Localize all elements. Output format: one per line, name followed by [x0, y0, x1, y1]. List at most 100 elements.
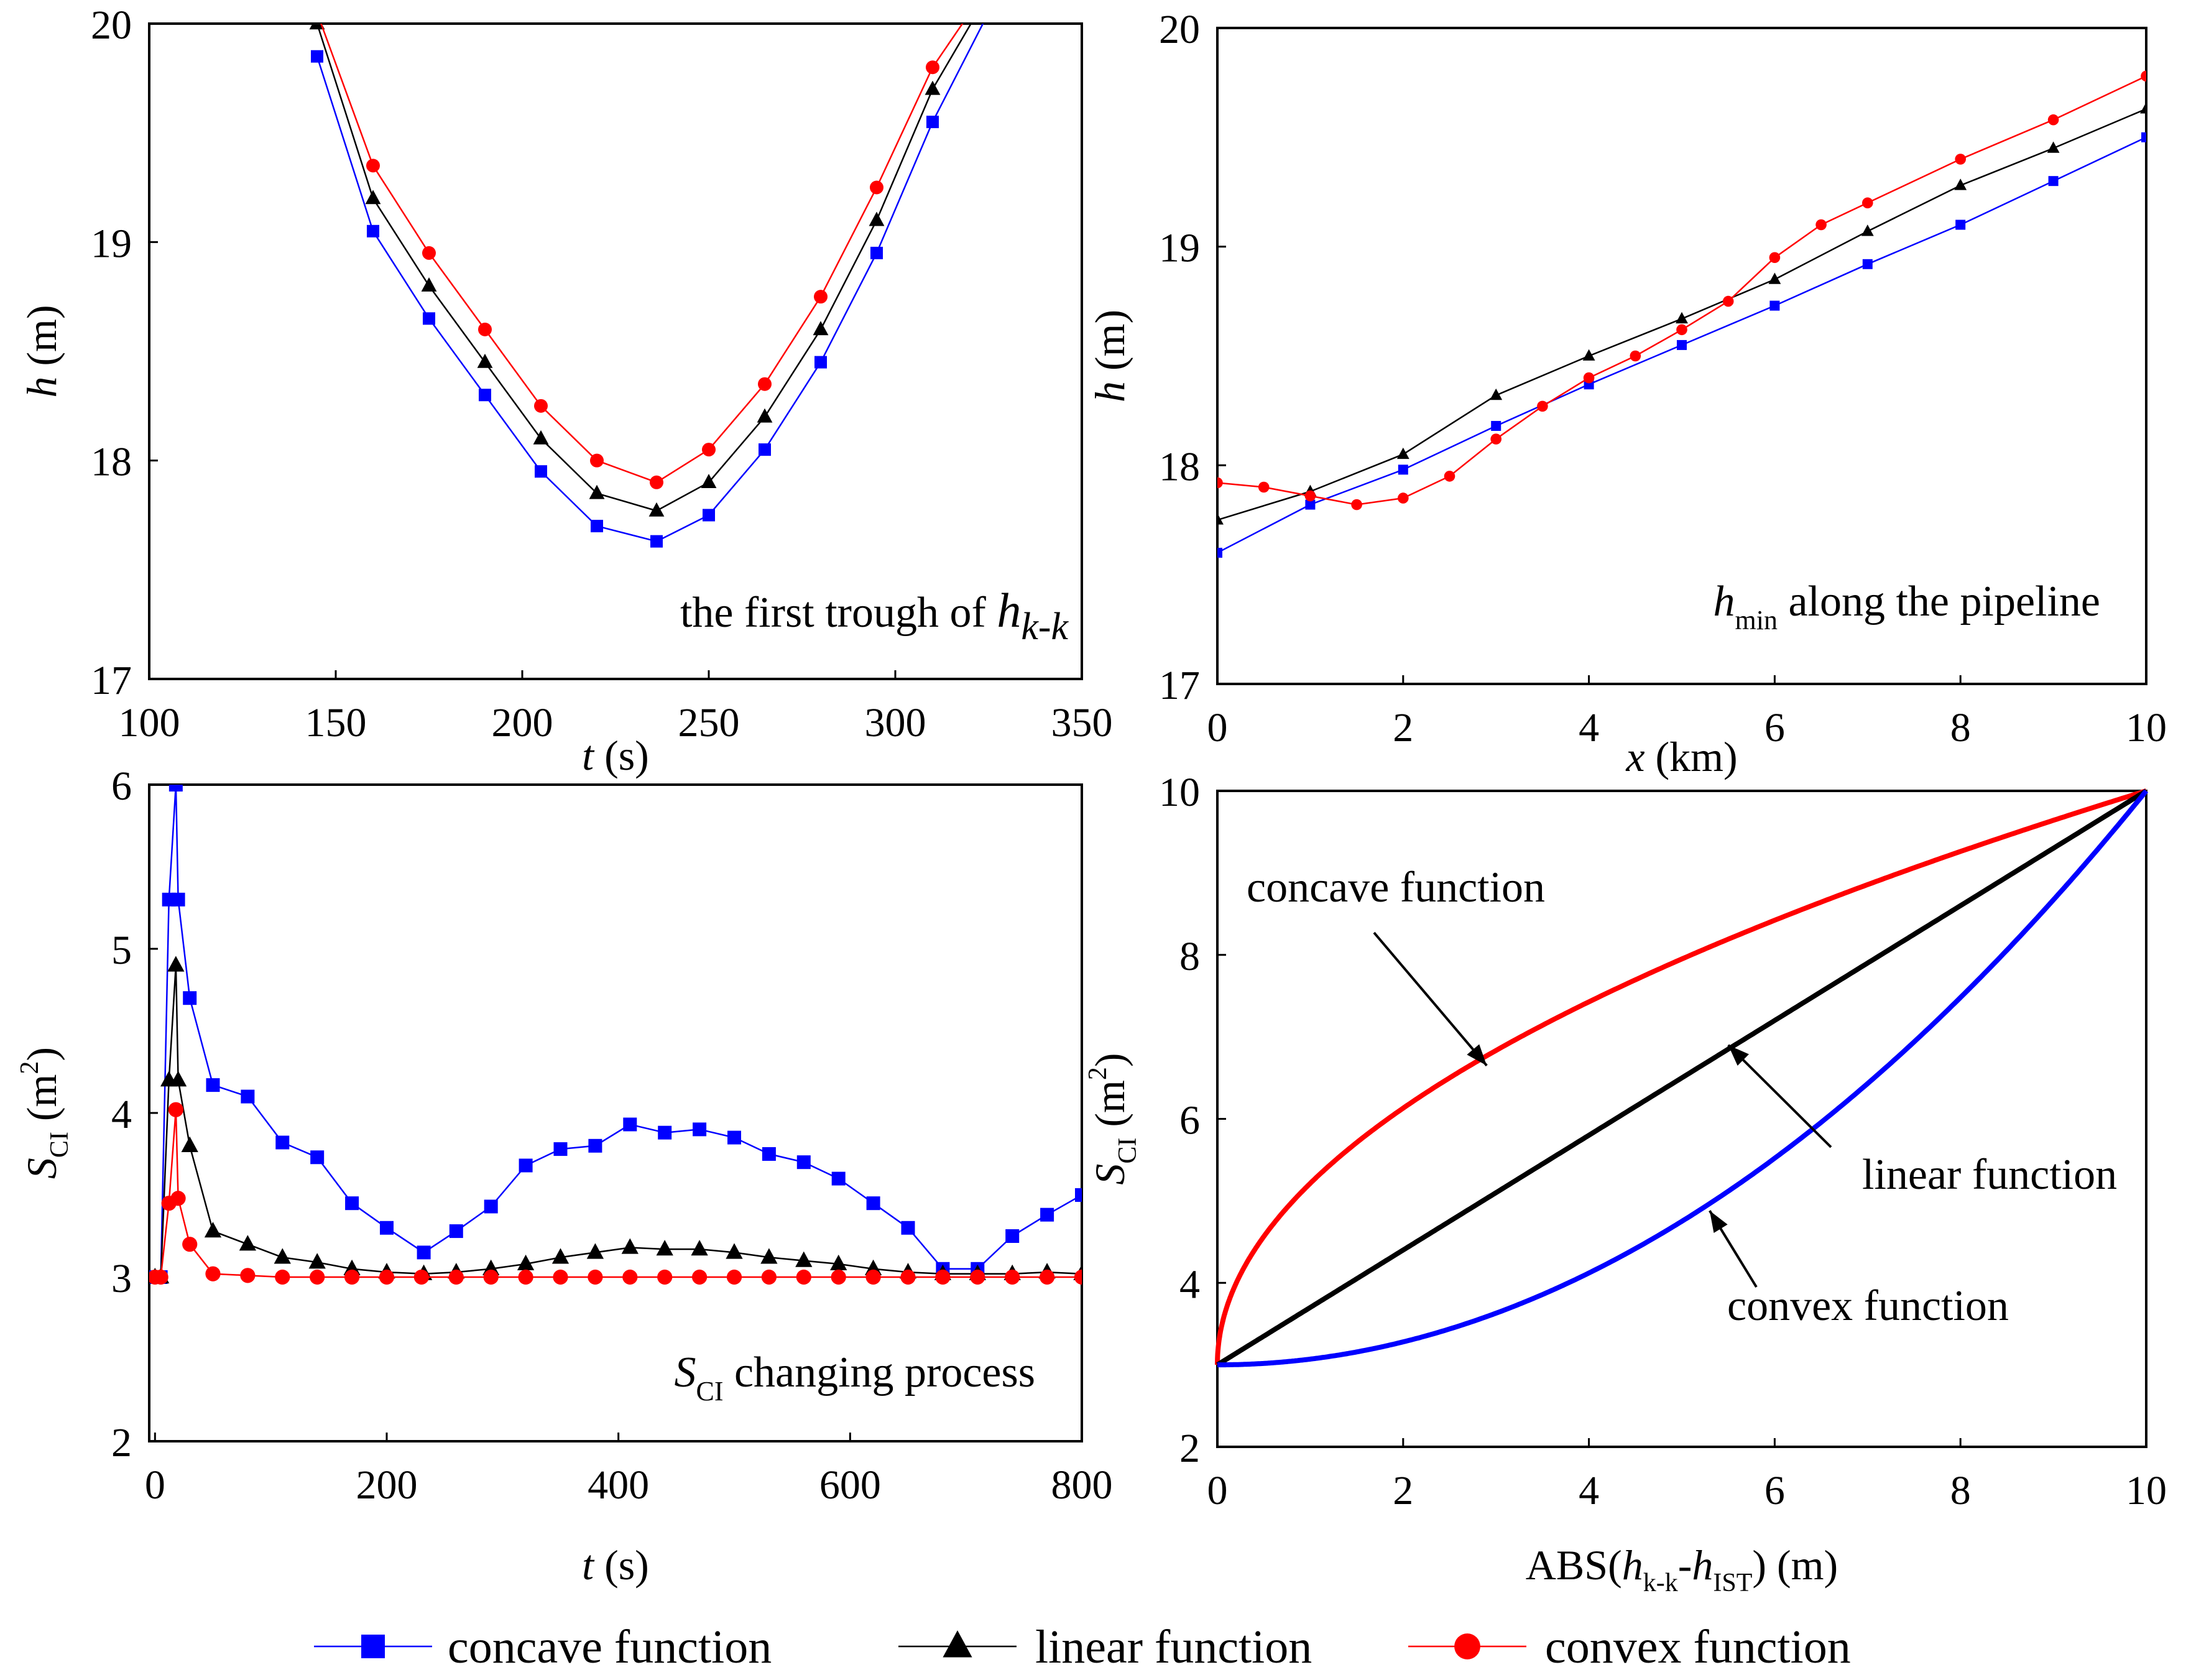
y-tick-label: 20 [1159, 7, 1200, 52]
y-tick-label: 2 [111, 1420, 132, 1465]
data-point [693, 1122, 707, 1137]
data-point [519, 1158, 533, 1173]
data-point [691, 1240, 708, 1256]
series-concave-function [1217, 132, 2146, 558]
plot-frame [148, 783, 1083, 1442]
data-point [1583, 372, 1595, 384]
series-line [155, 964, 1082, 1278]
data-point [310, 1269, 325, 1285]
x-axis-label: t (s) [582, 1541, 649, 1589]
data-point [650, 475, 663, 489]
data-point [1861, 224, 1874, 236]
data-point [1398, 464, 1408, 475]
data-point [477, 353, 493, 368]
x-axis-label: x (km) [1625, 733, 1737, 780]
data-point [2048, 176, 2059, 187]
data-point [275, 1135, 290, 1150]
annotation-arrowhead [1467, 1044, 1487, 1066]
x-tick-label: 10 [2126, 705, 2167, 750]
data-point [814, 356, 827, 369]
series-line [155, 785, 1082, 1278]
y-tick-label: 4 [111, 1092, 132, 1137]
data-point [796, 1155, 811, 1170]
y-tick-label: 17 [1159, 663, 1200, 708]
data-point [963, 6, 977, 19]
data-point [153, 1269, 168, 1285]
data-point [205, 1266, 221, 1281]
data-point [241, 1089, 255, 1104]
data-point [1217, 513, 1224, 525]
data-point [830, 1254, 847, 1271]
series-line [1217, 75, 2146, 505]
y-tick-label: 17 [91, 658, 132, 703]
y-tick-label: 8 [1179, 934, 1200, 979]
x-tick-label: 8 [1950, 705, 1971, 750]
data-point [422, 246, 436, 260]
data-point [586, 1243, 604, 1259]
data-point [757, 408, 773, 423]
x-tick-label: 200 [492, 700, 553, 745]
data-point [423, 312, 435, 325]
y-tick-label: 18 [1159, 444, 1200, 489]
data-point [2140, 102, 2146, 114]
data-point [1217, 477, 1223, 489]
data-point [870, 246, 883, 259]
data-point [831, 1171, 846, 1186]
data-point [171, 892, 185, 907]
data-point [703, 509, 715, 522]
x-axis-label: ABS(hk-k-hIST) (m) [1526, 1541, 1838, 1597]
data-point [657, 1269, 673, 1285]
y-axis-label: h (m) [1086, 310, 1133, 402]
data-point [1398, 492, 1409, 504]
function-annotation: linear function [1862, 1151, 2117, 1199]
panel-annotation: hmin along the pipeline [1714, 578, 2100, 635]
series-convex-function [320, 6, 977, 489]
x-tick-label: 200 [356, 1462, 417, 1508]
function-annotation: concave function [1247, 864, 1545, 912]
data-point [589, 484, 605, 499]
series-concave-function [311, 24, 984, 548]
data-point [701, 474, 717, 489]
series-line [155, 1109, 1082, 1278]
x-tick-label: 0 [145, 1462, 165, 1508]
data-point [866, 1196, 880, 1211]
data-point [1490, 388, 1503, 400]
data-point [970, 4, 985, 19]
data-point [534, 399, 548, 413]
y-tick-label: 6 [1179, 1098, 1200, 1143]
data-point [1677, 339, 1687, 350]
data-point [553, 1142, 568, 1156]
data-point [1040, 1207, 1054, 1222]
data-point [759, 443, 771, 456]
y-tick-label: 19 [91, 221, 132, 266]
annotation-arrowhead [1728, 1045, 1749, 1066]
data-point [702, 443, 716, 457]
data-point [239, 1235, 257, 1251]
x-tick-label: 300 [865, 700, 926, 745]
data-point [1676, 324, 1687, 336]
data-point [970, 1269, 985, 1285]
legend-marker [361, 1635, 385, 1658]
x-tick-label: 400 [588, 1462, 649, 1508]
x-tick-label: 0 [1207, 705, 1228, 750]
data-point [760, 1248, 778, 1264]
legend: concave function linear function convex fu… [314, 1621, 1851, 1673]
annotation-arrow [1373, 931, 1488, 1067]
y-tick-label: 3 [111, 1256, 132, 1301]
data-point [1304, 490, 1316, 502]
data-point [648, 502, 665, 517]
data-point [2141, 132, 2146, 142]
data-point [901, 1221, 915, 1235]
data-point [275, 1269, 290, 1285]
data-point [379, 1221, 394, 1235]
x-tick-label: 350 [1051, 700, 1113, 745]
y-tick-label: 6 [111, 764, 132, 809]
data-point [758, 377, 772, 391]
legend-label: linear function [1035, 1621, 1312, 1673]
plot-area [309, 4, 985, 548]
data-point [1005, 1269, 1020, 1285]
data-point [727, 1130, 741, 1145]
data-point [869, 211, 885, 226]
data-point [762, 1147, 776, 1161]
data-point [1305, 499, 1316, 510]
